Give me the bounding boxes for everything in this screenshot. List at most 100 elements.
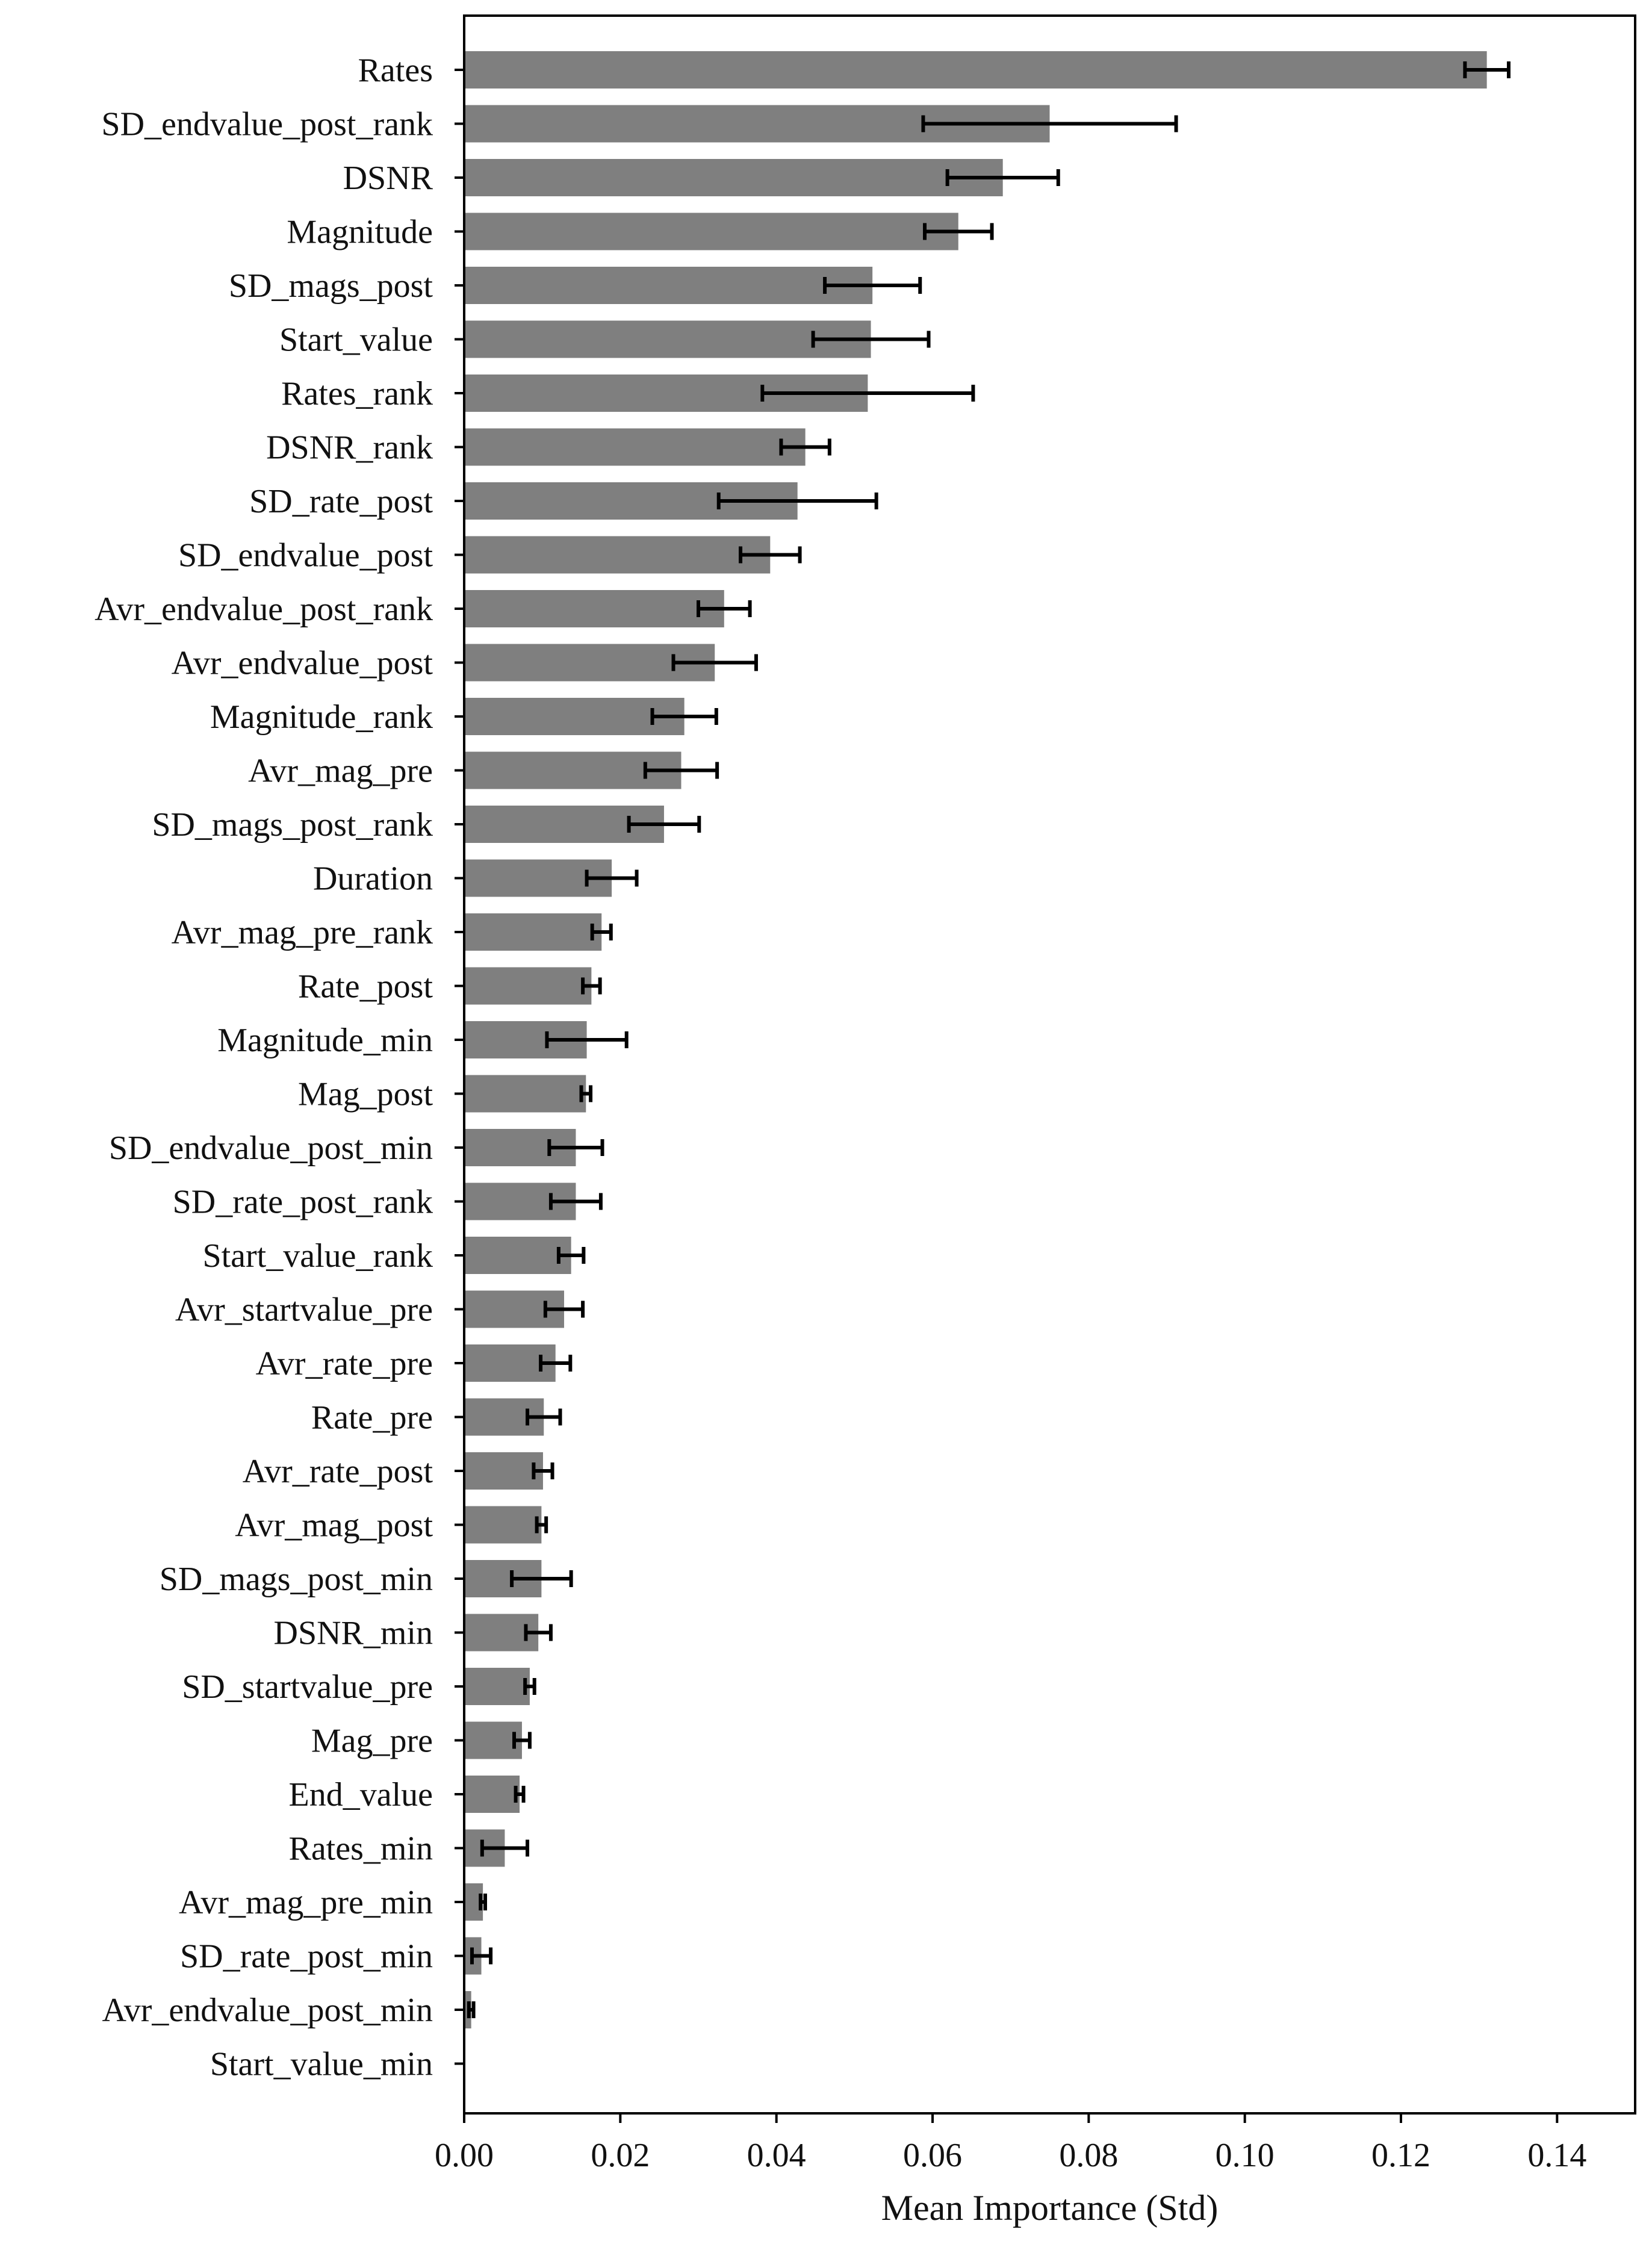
error-bars-layer [467, 61, 1511, 2018]
bar [464, 590, 724, 627]
y-tick-label: Start_value_rank [202, 1237, 433, 1275]
error-bar [548, 1193, 603, 1210]
y-tick-label: Magnitude_min [217, 1022, 433, 1059]
bar [464, 159, 1003, 196]
bar [464, 51, 1487, 89]
y-tick-label: Avr_mag_post [235, 1507, 433, 1544]
error-bar [535, 1516, 548, 1534]
error-bar [1463, 61, 1511, 78]
error-bar [823, 277, 922, 294]
bar [464, 1452, 543, 1490]
y-tick-label: SD_endvalue_post [178, 537, 433, 574]
y-tick-label: DSNR_min [274, 1615, 433, 1652]
y-tick-label: SD_rate_post_min [180, 1938, 433, 1975]
error-bar [779, 438, 831, 456]
error-bar [514, 1786, 526, 1803]
y-tick-label: Avr_endvalue_post_rank [95, 591, 433, 628]
y-tick-label: Rate_post [298, 968, 433, 1005]
error-bar [923, 223, 994, 240]
error-bar [811, 331, 931, 348]
y-tick-label: SD_mags_post_min [160, 1561, 433, 1598]
error-bar [581, 977, 602, 995]
y-tick-label: Avr_rate_pre [256, 1345, 433, 1382]
bar [464, 267, 873, 304]
error-bar [627, 816, 701, 833]
y-tick-label: SD_rate_post [249, 483, 433, 520]
y-tick-label: Rates_rank [281, 375, 433, 412]
y-tick-label: SD_endvalue_post_min [109, 1130, 433, 1167]
y-tick-label: SD_mags_post_rank [152, 806, 433, 844]
error-bar [470, 1947, 493, 1965]
error-bar [590, 924, 613, 940]
error-bar [532, 1462, 554, 1479]
error-bar [523, 1678, 536, 1695]
bars-layer [464, 51, 1487, 2083]
y-tick-label: Start_value [279, 322, 433, 359]
x-tick-label: 0.14 [1527, 2137, 1586, 2174]
y-tick-label: SD_endvalue_post_rank [101, 106, 433, 143]
y-tick-label: Avr_mag_pre_min [179, 1884, 433, 1921]
x-tick-label: 0.12 [1371, 2137, 1430, 2174]
bar [464, 320, 871, 358]
error-bar [945, 169, 1060, 186]
error-bar [524, 1624, 553, 1641]
y-tick-label: Rates [358, 52, 433, 89]
bar [464, 1721, 522, 1759]
x-tick-labels: 0.00 0.02 0.04 0.06 0.08 0.10 0.12 0.14 [435, 2113, 1586, 2174]
x-axis-title: Mean Importance (Std) [881, 2188, 1219, 2228]
y-tick-label: Avr_endvalue_post_min [102, 1992, 433, 2029]
y-tick-label: Avr_mag_pre [248, 753, 433, 790]
y-tick-label: Avr_mag_pre_rank [172, 914, 433, 951]
y-tick-label: SD_rate_post_rank [173, 1184, 433, 1221]
bar [464, 1776, 520, 1813]
error-bar [579, 1085, 593, 1102]
bar [464, 967, 592, 1005]
bar [464, 428, 806, 466]
x-tick-label: 0.02 [591, 2137, 650, 2174]
y-tick-label: End_value [289, 1776, 433, 1813]
error-bar [526, 1408, 562, 1426]
error-bar [467, 2001, 476, 2018]
bar [464, 536, 771, 574]
error-bar [510, 1570, 573, 1587]
error-bar [716, 493, 878, 509]
error-bar [585, 869, 639, 887]
x-tick-label: 0.06 [903, 2137, 962, 2174]
error-bar [643, 762, 719, 779]
error-bar [760, 385, 975, 402]
x-tick-label: 0.08 [1059, 2137, 1118, 2174]
y-tick-label: Mag_pre [311, 1723, 433, 1760]
y-tick-label: Avr_rate_post [243, 1453, 433, 1490]
error-bar [479, 1894, 488, 1910]
y-tick-label: Rates_min [288, 1830, 433, 1868]
x-tick-label: 0.04 [747, 2137, 806, 2174]
error-bar [921, 115, 1178, 132]
y-tick-labels: Rates SD_endvalue_post_rank DSNR Magnitude S… [95, 52, 464, 2083]
error-bar [650, 708, 718, 725]
error-bar [543, 1301, 585, 1318]
bar [464, 213, 958, 250]
bar [464, 1075, 586, 1113]
plot-frame [463, 14, 1636, 2115]
error-bar [545, 1031, 629, 1048]
error-bar [480, 1839, 530, 1857]
bar [464, 913, 602, 951]
bar [464, 698, 685, 735]
y-tick-label: DSNR [343, 160, 433, 197]
y-tick-label: SD_mags_post [229, 267, 433, 305]
error-bar [739, 546, 802, 564]
bar [464, 1668, 530, 1705]
error-bar [512, 1732, 532, 1749]
y-tick-label: DSNR_rank [266, 429, 433, 467]
y-tick-label: Duration [313, 860, 433, 898]
bar [464, 1506, 542, 1544]
y-tick-label: Start_value_min [210, 2046, 433, 2083]
y-tick-label: Avr_endvalue_post [172, 645, 433, 682]
error-bar [547, 1139, 604, 1156]
error-bar [697, 600, 752, 617]
y-tick-label: Magnitude_rank [210, 698, 433, 736]
y-tick-label: SD_startvalue_pre [182, 1668, 433, 1706]
x-tick-label: 0.10 [1216, 2137, 1275, 2174]
y-tick-label: Magnitude [287, 214, 433, 251]
